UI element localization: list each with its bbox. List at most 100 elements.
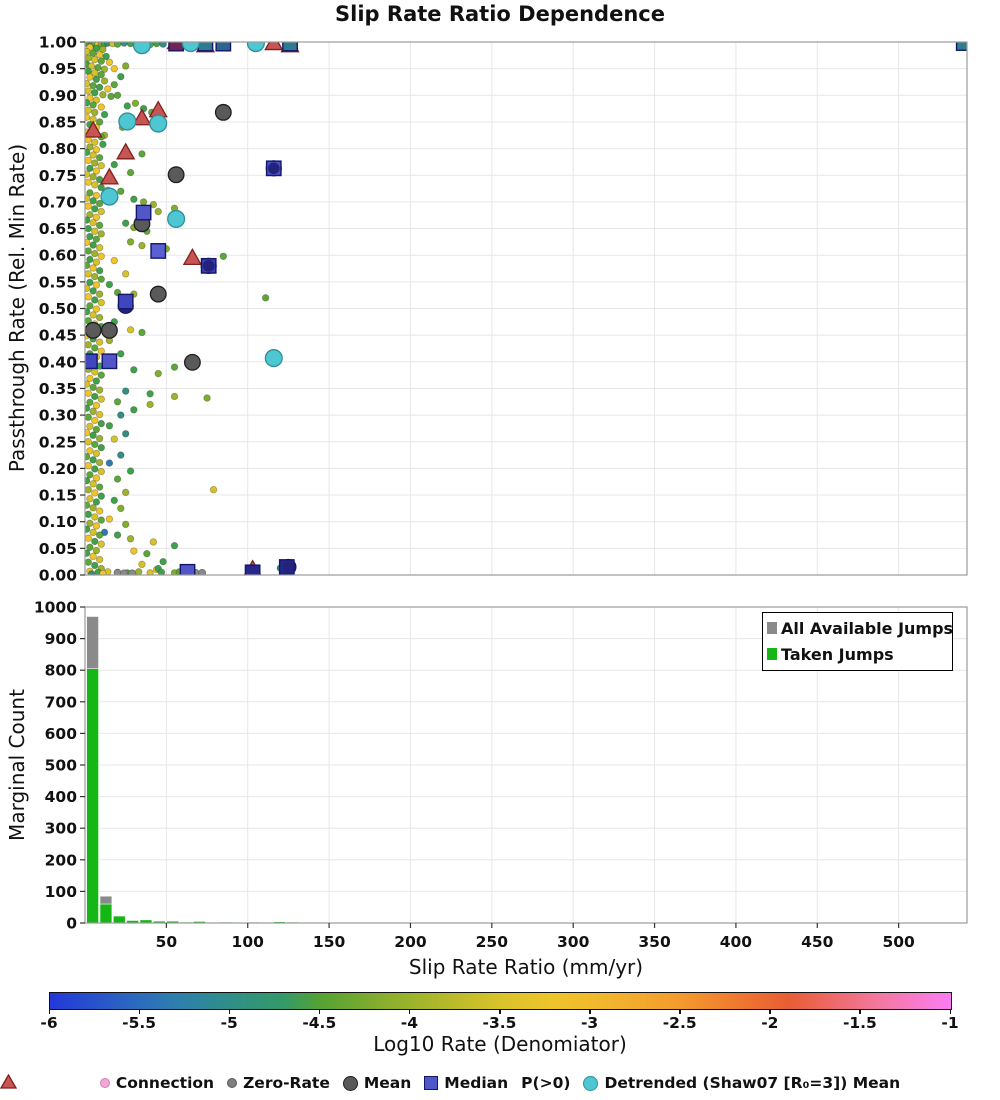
connection-point: [138, 150, 146, 158]
connection-point: [91, 561, 99, 570]
connection-point: [91, 392, 99, 401]
connection-point: [85, 452, 91, 461]
detrended-marker: [167, 209, 186, 229]
legend-item-label: Detrended (Shaw07 [R₀=3]) Mean: [604, 1074, 901, 1092]
connection-point: [86, 471, 94, 479]
histogram-legend: All Available Jumps Taken Jumps: [762, 612, 953, 671]
connection-point: [91, 368, 99, 376]
connection-point: [85, 380, 91, 388]
connection-point: [86, 519, 94, 527]
dot-marker-icon: [99, 1078, 110, 1088]
connection-point: [97, 252, 105, 260]
connection-point: [126, 326, 135, 334]
connection-point: [85, 486, 92, 494]
connection-point: [121, 219, 130, 227]
x-tick-label: 250: [476, 933, 509, 951]
bar-taken-jumps: [99, 903, 113, 924]
connection-point: [91, 513, 99, 521]
connection-point: [154, 207, 162, 216]
colorbar-label: Log10 Rate (Denomiator): [373, 1032, 627, 1056]
connection-point: [146, 569, 154, 575]
connection-point: [85, 99, 91, 107]
connection-point: [110, 160, 118, 169]
connection-point: [91, 465, 99, 473]
colorbar-tick-mark: [499, 1009, 501, 1014]
connection-point: [95, 483, 104, 491]
connection-point: [86, 374, 94, 383]
connection-point: [85, 261, 91, 270]
y-tick-label-scatter: 0.30: [39, 407, 77, 425]
y-tick-label-scatter: 0.90: [39, 87, 77, 105]
connection-point: [94, 63, 102, 72]
connection-point: [159, 557, 167, 566]
connection-point: [149, 200, 158, 209]
connection-point: [126, 42, 135, 48]
connection-point: [85, 156, 92, 165]
connection-point: [92, 449, 101, 458]
legend-swatch-icon: [767, 648, 777, 660]
connection-point: [91, 344, 99, 352]
connection-point: [105, 58, 114, 66]
connection-point: [95, 118, 104, 126]
connection-point: [92, 281, 101, 289]
y-tick-label-histogram: 300: [45, 820, 78, 838]
connection-point: [89, 407, 97, 416]
connection-point: [86, 543, 94, 551]
connection-point: [121, 430, 130, 438]
connection-point: [89, 151, 97, 159]
colorbar-tick-mark: [859, 1009, 861, 1014]
chart-title: Slip Rate Ratio Dependence: [335, 2, 665, 26]
connection-point: [97, 103, 105, 111]
median-marker: [168, 42, 185, 52]
connection-point: [97, 207, 105, 216]
connection-point: [154, 369, 162, 378]
zero-rate-point: [120, 569, 128, 575]
legend-item-label: Mean: [363, 1074, 412, 1092]
connection-point: [86, 278, 94, 287]
connection-point: [102, 52, 110, 61]
connection-point: [105, 515, 114, 523]
connection-point: [86, 422, 94, 430]
connection-point: [97, 467, 105, 476]
navy-inner-circle: [282, 561, 295, 573]
connection-point: [85, 558, 92, 566]
mean-marker: [85, 321, 102, 339]
connection-point: [100, 77, 109, 85]
connection-point: [99, 569, 107, 575]
connection-point: [89, 383, 97, 392]
y-tick-label-histogram: 700: [45, 693, 78, 711]
connection-point: [95, 221, 104, 230]
connection-point: [110, 256, 118, 265]
connection-point: [89, 311, 97, 319]
connection-point: [117, 187, 125, 195]
connection-point: [209, 486, 218, 494]
connection-point: [146, 400, 154, 409]
connection-point: [97, 419, 105, 428]
connection-point: [138, 328, 146, 337]
y-tick-label-scatter: 0.20: [39, 460, 77, 478]
connection-point: [92, 474, 101, 482]
y-tick-label-histogram: 900: [45, 630, 78, 648]
median-marker: [135, 204, 152, 221]
connection-point: [105, 459, 114, 467]
circle-marker-icon: [583, 1075, 599, 1091]
connection-point: [92, 213, 101, 222]
colorbar-tick-label: -6: [40, 1014, 58, 1032]
connection-point: [91, 69, 99, 77]
connection-point: [117, 411, 125, 419]
connection-point: [87, 570, 96, 575]
circle-marker-icon: [342, 1075, 358, 1091]
connection-point: [86, 189, 94, 197]
connection-point: [100, 65, 109, 73]
colorbar-gradient: [49, 992, 952, 1010]
scatter-panel: [85, 41, 967, 576]
connection-point: [92, 401, 101, 410]
connection-point: [110, 64, 118, 73]
detrended-marker: [149, 114, 168, 133]
connection-point: [92, 546, 101, 555]
connection-point: [99, 91, 107, 99]
connection-point: [139, 198, 148, 206]
legend-item: Zero-Rate: [227, 1074, 330, 1092]
connection-point: [130, 366, 138, 374]
